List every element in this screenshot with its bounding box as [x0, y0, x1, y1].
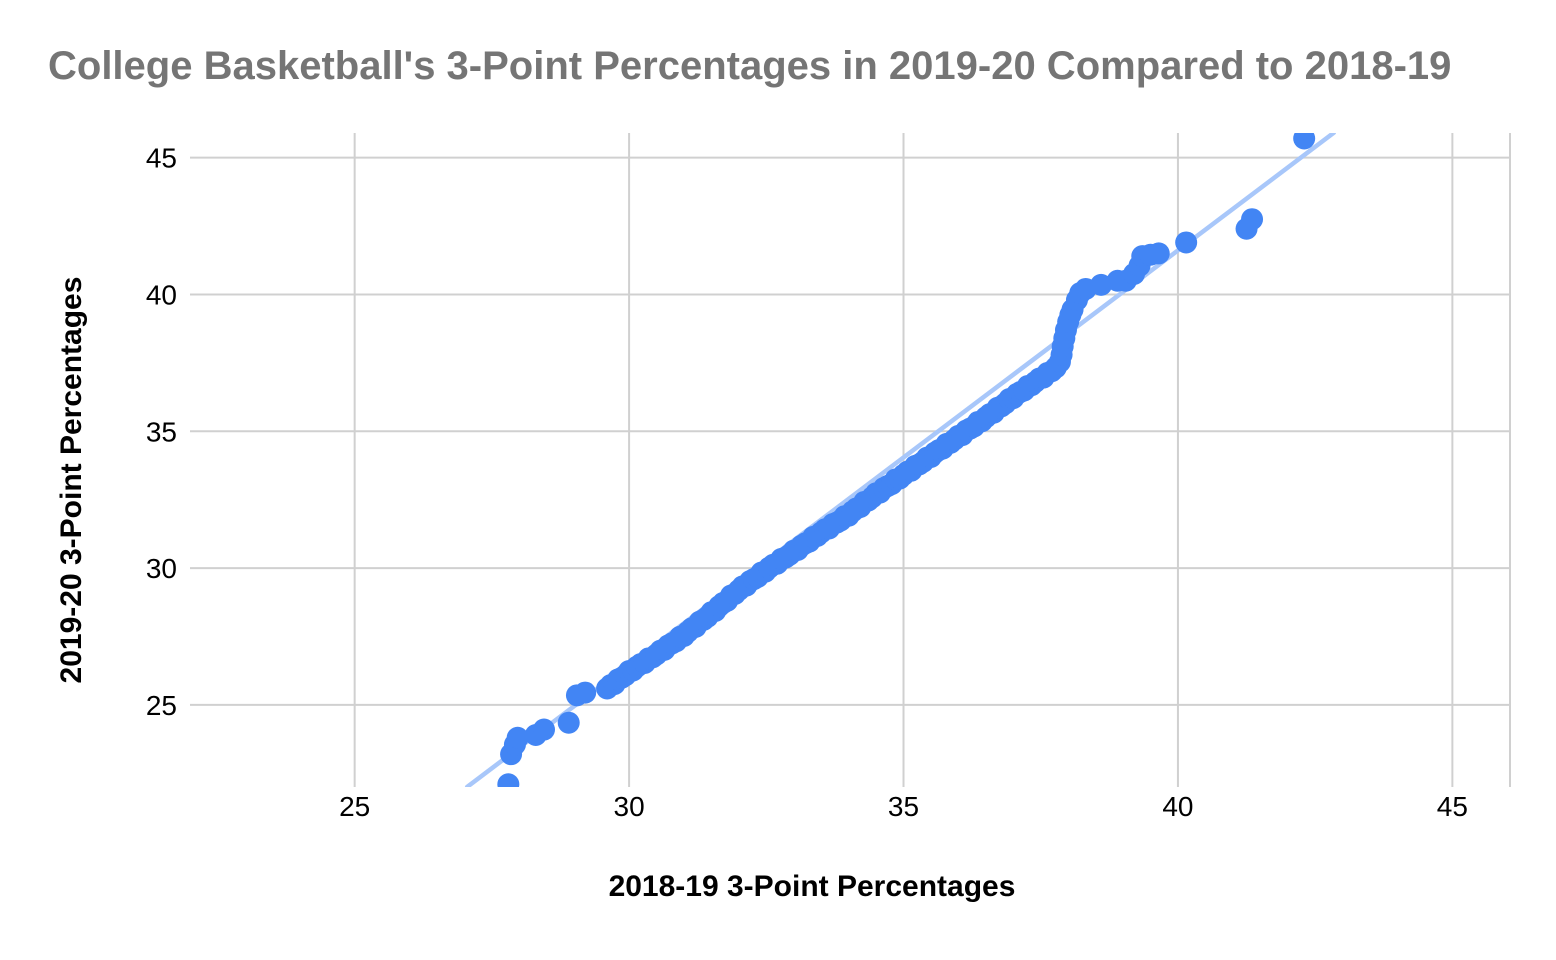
- series-marks: [464, 127, 1337, 795]
- data-point[interactable]: [533, 718, 556, 741]
- gridlines: [190, 133, 1511, 787]
- data-point[interactable]: [1241, 208, 1264, 231]
- data-point[interactable]: [1090, 273, 1113, 296]
- data-point[interactable]: [557, 711, 580, 734]
- x-tick-label: 45: [1437, 791, 1468, 822]
- y-tick-label: 35: [146, 416, 177, 447]
- data-point[interactable]: [1175, 231, 1198, 254]
- data-point[interactable]: [506, 726, 529, 749]
- y-tick-label: 25: [146, 690, 177, 721]
- data-point[interactable]: [574, 681, 597, 704]
- data-point[interactable]: [1293, 127, 1316, 150]
- data-point[interactable]: [497, 773, 520, 795]
- data-point[interactable]: [1147, 242, 1170, 265]
- y-tick-label: 45: [146, 143, 177, 174]
- chart-title: College Basketball's 3-Point Percentages…: [48, 44, 1452, 88]
- tick-labels: 25 30 35 40 45 25 30 35 40 45: [146, 143, 1468, 822]
- x-tick-label: 35: [888, 791, 919, 822]
- y-tick-label: 30: [146, 553, 177, 584]
- x-tick-label: 25: [339, 791, 370, 822]
- x-tick-label: 40: [1162, 791, 1193, 822]
- x-tick-label: 30: [614, 791, 645, 822]
- x-axis-title: 2018-19 3-Point Percentages: [608, 870, 1016, 903]
- y-tick-label: 40: [146, 279, 177, 310]
